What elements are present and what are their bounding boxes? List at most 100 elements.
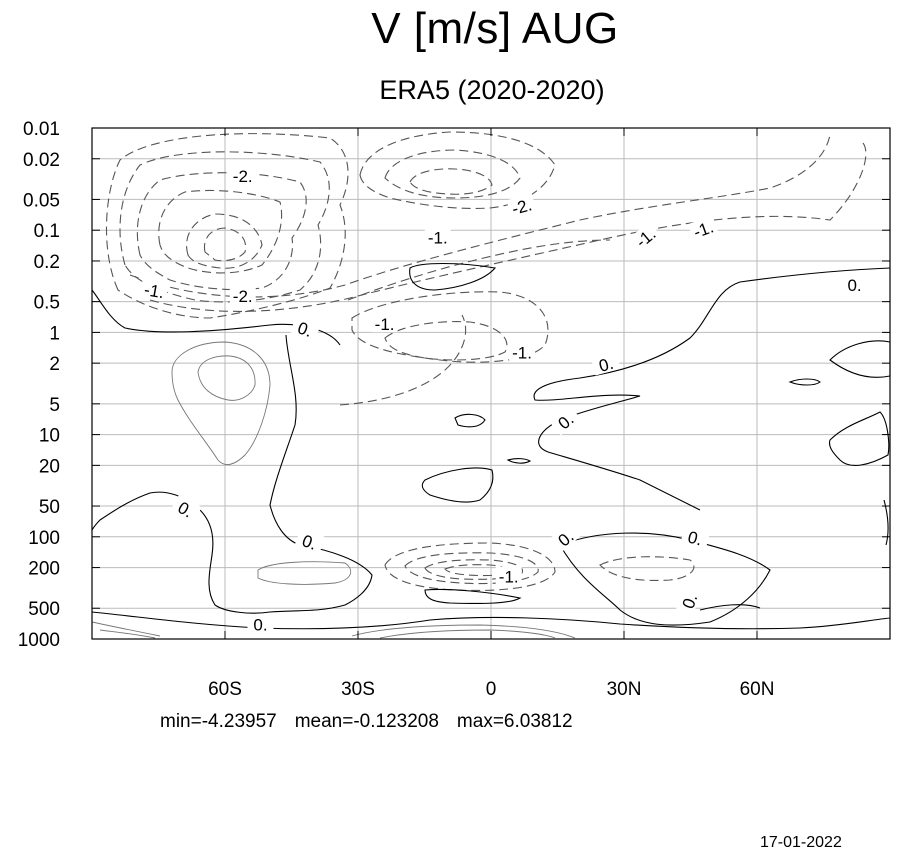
contour-label-bg bbox=[495, 566, 522, 585]
contour-neg-sh-3 bbox=[136, 172, 307, 291]
contour-label: 0. bbox=[680, 524, 711, 550]
contour-label-text: -1. bbox=[512, 343, 532, 362]
x-axis: 60S 30S 0 30N 60N bbox=[208, 128, 774, 700]
y-axis: 0.01 0.02 0.05 0.1 0.2 0.5 1 2 5 10 20 50 100 200 500 1… bbox=[18, 119, 890, 651]
contour-neg-strat-2 bbox=[384, 321, 508, 361]
contour-zero-main bbox=[533, 267, 891, 511]
y-tick-label: 10 bbox=[39, 426, 60, 447]
contour-label: 0. bbox=[590, 351, 621, 376]
x-tick-label: 60N bbox=[740, 679, 775, 700]
contour-pos-sh-trop bbox=[257, 561, 352, 585]
y-tick-label: 5 bbox=[49, 395, 60, 416]
contour-label-bg bbox=[294, 528, 326, 555]
contour-label-text: -2. bbox=[510, 195, 534, 218]
contour-label-text: -1. bbox=[143, 280, 166, 302]
contour-neg-eq-2 bbox=[384, 149, 521, 199]
y-tick-label: 20 bbox=[39, 456, 60, 477]
contour-pos-sh-2 bbox=[197, 355, 256, 401]
contour-pos-sfc-2 bbox=[379, 629, 556, 639]
contour-label: 0. bbox=[549, 405, 581, 436]
contour-label-text: -2. bbox=[233, 287, 253, 306]
contour-label: -2. bbox=[229, 165, 256, 186]
contour-neg-eq-3 bbox=[409, 168, 493, 195]
grid-layer bbox=[92, 127, 890, 640]
contour-label-text: -1. bbox=[499, 567, 519, 586]
contour-label: -1. bbox=[140, 278, 169, 302]
contour-label-text: -1. bbox=[428, 228, 448, 247]
contour-neg-sh-5 bbox=[186, 213, 263, 269]
stat-min: min=-4.23957 bbox=[160, 711, 277, 732]
positive-contours bbox=[91, 341, 576, 639]
contour-zero-right-1 bbox=[829, 340, 891, 378]
contour-label-text: 0. bbox=[847, 276, 861, 295]
contour-zero-nh-trop bbox=[559, 532, 771, 626]
contour-label: 0. bbox=[170, 494, 202, 523]
contour-label: -1. bbox=[495, 566, 522, 586]
x-tick-label: 30N bbox=[607, 679, 642, 700]
y-tick-label: 2 bbox=[49, 354, 60, 375]
contour-label-bg bbox=[424, 227, 451, 246]
y-tick-label: 200 bbox=[28, 559, 60, 580]
contour-neg-sh-4 bbox=[158, 189, 283, 274]
contour-label-bg bbox=[680, 524, 711, 550]
contour-neg-strat-1 bbox=[351, 291, 549, 363]
contour-label-bg bbox=[549, 522, 581, 553]
contour-label-bg bbox=[229, 285, 256, 304]
y-tick-label: 1000 bbox=[18, 630, 60, 651]
contour-labels: -2. -2. -1. -1. -1. -1. -2. -1. -1. 0. 0. 0. 0. 0. 0. 0… bbox=[140, 165, 868, 635]
contour-label-text: -1. bbox=[375, 315, 395, 334]
contour-neg-band-2 bbox=[129, 134, 831, 298]
footer-date: 17-01-2022 bbox=[760, 834, 842, 851]
contour-neg-band-1 bbox=[149, 139, 867, 312]
contour-zero-trop-eq bbox=[424, 588, 522, 605]
contour-zero-right-3 bbox=[788, 378, 821, 386]
contour-neg-nh-trop bbox=[599, 556, 695, 581]
contour-label: -1. bbox=[629, 221, 661, 253]
contour-label-text: 0. bbox=[299, 531, 319, 554]
contour-label: 0. bbox=[247, 614, 274, 635]
contour-zero-left-big bbox=[91, 334, 373, 614]
contour-label-bg bbox=[290, 315, 321, 342]
x-tick-label: 0 bbox=[486, 679, 497, 700]
contour-label: -1. bbox=[371, 314, 398, 334]
y-tick-label: 0.02 bbox=[23, 150, 60, 171]
contour-label: 0. bbox=[841, 274, 868, 295]
contour-label: -1. bbox=[509, 342, 536, 362]
x-tick-label: 30S bbox=[341, 679, 375, 700]
stat-max: max=6.03812 bbox=[456, 711, 573, 732]
contour-label-text: 0. bbox=[686, 527, 705, 549]
contour-label: -2. bbox=[506, 193, 537, 219]
contour-label: 0. bbox=[290, 315, 321, 342]
contour-label-bg bbox=[170, 494, 202, 523]
contour-label-bg bbox=[140, 278, 169, 301]
contour-pos-sh-1 bbox=[171, 341, 271, 466]
contour-label-text: 0. bbox=[597, 354, 616, 376]
contour-zero-eq-mid bbox=[421, 467, 494, 503]
contour-label-bg bbox=[549, 405, 581, 436]
contour-neg-strat-3 bbox=[339, 314, 467, 406]
contour-pos-sfc-4 bbox=[99, 629, 156, 639]
contour-pos-sfc-1 bbox=[351, 624, 576, 639]
contour-label: 0. bbox=[549, 522, 581, 553]
contour-neg-trop-2 bbox=[404, 552, 539, 585]
contour-pos-sfc-3 bbox=[91, 621, 161, 637]
contour-label-bg bbox=[509, 342, 536, 361]
y-tick-label: 0.1 bbox=[34, 221, 60, 242]
contour-label-text: 0. bbox=[253, 616, 267, 635]
contour-label-bg bbox=[629, 221, 661, 253]
y-tick-label: 1 bbox=[49, 323, 60, 344]
contour-neg-sh-outer bbox=[105, 133, 349, 319]
contour-label-bg bbox=[841, 274, 868, 293]
contour-neg-trop-3 bbox=[424, 559, 524, 580]
y-tick-label: 0.5 bbox=[34, 293, 60, 314]
contour-label-text: -2. bbox=[233, 167, 253, 186]
contour-neg-band-3 bbox=[347, 239, 611, 301]
contour-zero-right-strip bbox=[883, 499, 889, 546]
contour-label: 0. bbox=[675, 585, 702, 617]
contour-neg-trop-1 bbox=[384, 542, 556, 592]
negative-contours bbox=[105, 131, 867, 592]
contour-zero-eq-small bbox=[454, 413, 486, 428]
x-tick-label: 60S bbox=[208, 679, 242, 700]
contour-label-bg bbox=[506, 193, 537, 218]
contour-label-bg bbox=[687, 215, 719, 242]
